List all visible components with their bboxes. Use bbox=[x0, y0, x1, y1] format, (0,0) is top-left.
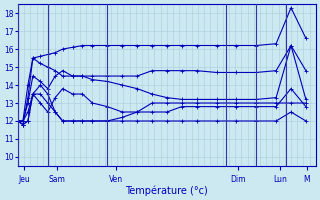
X-axis label: Température (°c): Température (°c) bbox=[125, 185, 208, 196]
